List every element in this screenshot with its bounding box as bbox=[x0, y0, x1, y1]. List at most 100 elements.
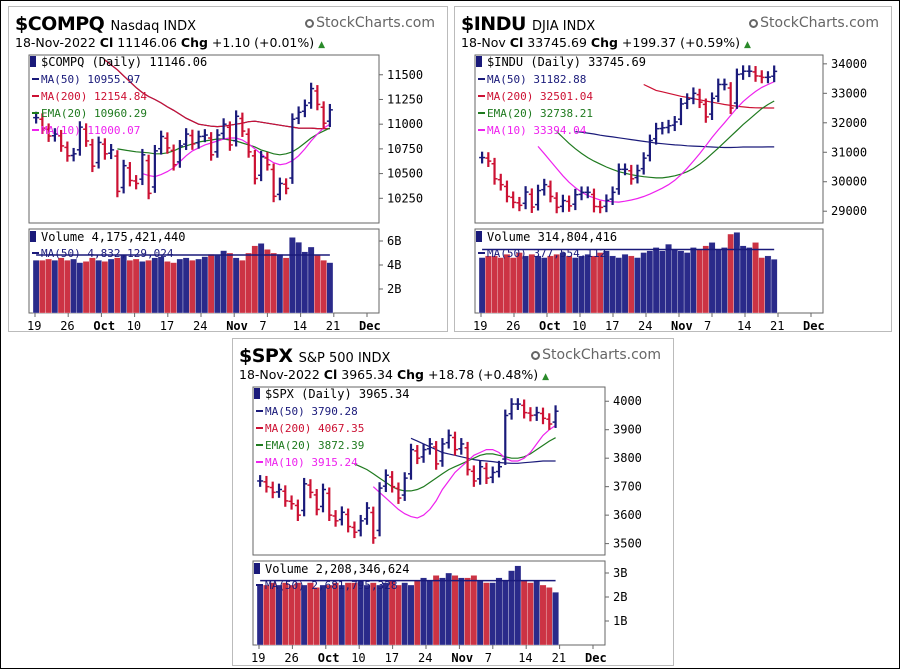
close-label: Cl bbox=[323, 367, 338, 382]
volume-label: Volume 2,208,346,624 bbox=[265, 562, 410, 576]
volume-bar bbox=[553, 254, 560, 314]
volume-bar bbox=[721, 247, 728, 314]
change-value: +18.78 (+0.48%) bbox=[427, 367, 539, 382]
volume-bar bbox=[527, 582, 534, 646]
volume-bar bbox=[300, 584, 308, 646]
volume-bar bbox=[634, 257, 641, 314]
x-tick-label: Dec bbox=[359, 319, 381, 333]
exchange-label: INDX bbox=[357, 351, 391, 366]
ohlc-chart: 11500 11250 11000 10750 10500 10250 $COMPQ (Da… bbox=[27, 54, 423, 333]
volume-bar bbox=[263, 584, 270, 646]
brand-watermark: StockCharts.com bbox=[531, 347, 661, 363]
volume-tick-label: 4B bbox=[387, 258, 401, 272]
x-tick-label: 14 bbox=[293, 319, 307, 333]
volume-bar bbox=[295, 242, 302, 314]
x-tick-label: 17 bbox=[385, 651, 399, 665]
x-tick-label: 10 bbox=[572, 319, 586, 333]
volume-bar bbox=[432, 575, 440, 646]
volume-bar bbox=[683, 252, 691, 314]
quote-line: 18-Nov-2022 Cl 11146.06 Chg +1.10 (+0.01… bbox=[15, 35, 325, 50]
volume-bar bbox=[733, 232, 741, 314]
symbol-title: $COMPQ Nasdaq INDX bbox=[15, 13, 196, 35]
volume-bar bbox=[677, 250, 685, 314]
volume-bar bbox=[426, 580, 434, 646]
volume-label: Volume 4,175,421,440 bbox=[41, 230, 186, 244]
volume-bar bbox=[552, 592, 559, 646]
x-tick-label: 17 bbox=[605, 319, 619, 333]
volume-bar bbox=[363, 584, 371, 646]
volume-bar bbox=[256, 584, 264, 646]
volume-bar bbox=[151, 257, 159, 314]
volume-bar bbox=[528, 254, 536, 314]
close-label: Cl bbox=[509, 35, 524, 50]
volume-bar bbox=[182, 257, 190, 314]
volume-bar bbox=[32, 260, 40, 314]
volume-bar bbox=[239, 260, 246, 314]
volume-ma-label: MA(50) 4,832,129,024 bbox=[41, 247, 174, 260]
x-tick-label: 19 bbox=[251, 651, 265, 665]
x-tick-label: 7 bbox=[704, 319, 711, 333]
close-label: Cl bbox=[99, 35, 114, 50]
price-legend: $COMPQ (Daily) 11146.06 MA(50) 10955.97 MA… bbox=[30, 55, 207, 137]
stockcharts-logo-icon bbox=[531, 351, 541, 360]
price-tick-label: 11500 bbox=[387, 68, 423, 82]
volume-bar bbox=[232, 257, 240, 314]
volume-bar bbox=[659, 250, 666, 314]
brand-label: StockCharts.com bbox=[760, 15, 879, 31]
price-plot-frame bbox=[28, 54, 380, 224]
up-triangle-icon: ▲ bbox=[744, 40, 751, 50]
volume-bar bbox=[615, 257, 623, 314]
volume-bar bbox=[457, 577, 465, 646]
volume-bar bbox=[485, 255, 492, 314]
volume-bar bbox=[420, 577, 427, 646]
x-tick-label: 10 bbox=[351, 651, 365, 665]
volume-bar bbox=[51, 260, 59, 314]
ohlc-chart: 34000 33000 32000 31000 30000 29000 $INDU (Dai… bbox=[473, 54, 867, 333]
volume-bar bbox=[413, 580, 421, 646]
symbol-ticker: $COMPQ bbox=[15, 13, 105, 35]
x-tick-label: 14 bbox=[518, 651, 532, 665]
legend-title: $INDU (Daily) 33745.69 bbox=[487, 55, 646, 69]
price-plot-frame bbox=[474, 54, 824, 224]
price-plot-frame bbox=[252, 386, 606, 556]
volume-bar bbox=[313, 587, 321, 646]
volume-bar bbox=[671, 249, 679, 314]
volume-bar bbox=[39, 260, 46, 314]
volume-bar bbox=[578, 255, 585, 314]
volume-bar bbox=[376, 584, 383, 646]
volume-bar bbox=[547, 255, 554, 314]
price-tick-label: 32000 bbox=[831, 116, 867, 130]
volume-bar bbox=[120, 255, 127, 314]
volume-bar bbox=[257, 243, 265, 314]
volume-bar bbox=[572, 257, 579, 314]
volume-bar bbox=[338, 584, 346, 646]
legend-entry: MA(50) 10955.97 bbox=[41, 73, 140, 86]
volume-bar bbox=[540, 257, 548, 314]
x-tick-label: 26 bbox=[506, 319, 520, 333]
volume-bar bbox=[176, 258, 184, 314]
index-name: DJIA bbox=[532, 19, 559, 34]
legend-bars-icon bbox=[476, 56, 482, 67]
x-tick-label: 24 bbox=[193, 319, 207, 333]
volume-bar bbox=[164, 261, 171, 314]
volume-bar bbox=[665, 243, 672, 314]
volume-bar bbox=[201, 256, 209, 314]
legend-entry: MA(10) 11000.07 bbox=[41, 124, 140, 137]
volume-bar bbox=[609, 255, 616, 314]
volume-bar bbox=[764, 255, 772, 314]
brand-label: StockCharts.com bbox=[542, 347, 661, 363]
legend-entry: MA(200) 12154.84 bbox=[41, 90, 147, 103]
volume-bar bbox=[464, 577, 471, 646]
volume-bar bbox=[627, 255, 635, 314]
volume-bar bbox=[501, 580, 509, 646]
quote-date: 18-Nov-2022 bbox=[15, 35, 96, 50]
volume-bar bbox=[207, 254, 215, 314]
volume-bar bbox=[275, 584, 283, 646]
volume-bar bbox=[508, 570, 515, 646]
legend-title: $SPX (Daily) 3965.34 bbox=[265, 387, 410, 401]
legend-entry: MA(200) 32501.04 bbox=[487, 90, 593, 103]
ma50-line bbox=[575, 131, 775, 149]
x-tick-label: Dec bbox=[585, 651, 607, 665]
volume-bar bbox=[126, 260, 134, 314]
volume-bar bbox=[89, 257, 96, 314]
